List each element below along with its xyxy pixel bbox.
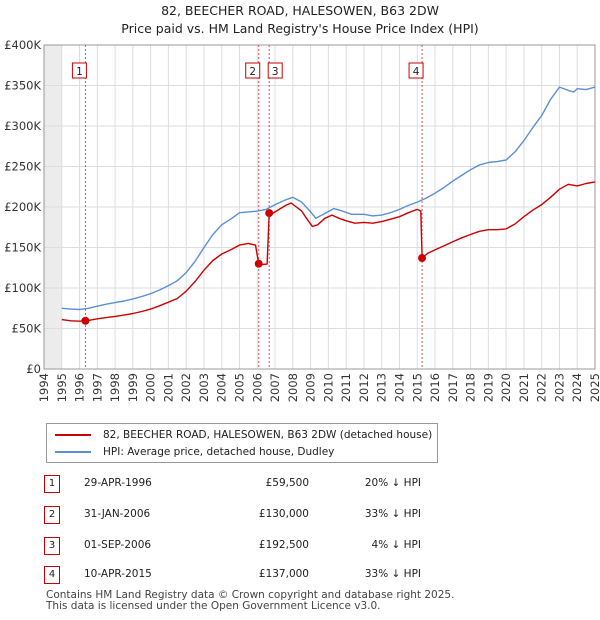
x-tick-label: 2009 [304,373,318,402]
series-line-hpi [61,86,596,311]
x-tick-label: 2007 [268,373,282,402]
transaction-date: 10-APR-2015 [84,568,152,580]
transaction-hpi: 20% ↓ HPI [364,477,421,489]
transaction-label-box [71,62,87,79]
x-tick-label: 2001 [161,373,175,402]
y-tick-label: £200K [4,200,41,214]
transaction-point [254,259,263,268]
transaction-label-box [408,62,424,79]
footer-line-2: This data is licensed under the Open Gov… [46,600,381,612]
transaction-hpi: 33% ↓ HPI [364,508,421,520]
transaction-date: 31-JAN-2006 [84,508,151,520]
transaction-label-text: 4 [413,66,420,78]
transaction-row: 4 10-APR-2015 £137,000 33% ↓ HPI [44,566,421,584]
x-tick-label: 2000 [144,373,158,402]
transaction-row: 3 01-SEP-2006 £192,500 4% ↓ HPI [44,537,421,555]
y-tick-label: £150K [4,241,41,255]
x-tick-label: 1996 [73,373,87,402]
x-tick-label: 2022 [535,373,549,402]
x-tick-label: 2003 [197,373,211,402]
title-line-1: 82, BEECHER ROAD, HALESOWEN, B63 2DW [161,3,439,18]
x-tick-label: 2011 [339,373,353,402]
transaction-label-text: 1 [76,66,83,78]
x-tick-label: 2005 [233,373,247,402]
transaction-point [81,316,90,325]
x-tick-label: 2019 [481,373,495,402]
transaction-hpi: 33% ↓ HPI [364,568,421,580]
x-tick-label: 2016 [428,373,442,402]
transaction-label-box [267,62,283,79]
plot-frame [43,44,596,370]
y-tick-label: £0 [26,362,41,376]
transaction-row: 1 29-APR-1996 £59,500 20% ↓ HPI [44,475,421,493]
x-tick-label: 2012 [357,373,371,402]
legend: 82, BEECHER ROAD, HALESOWEN, B63 2DW (de… [46,423,438,463]
x-tick-label: 1995 [55,373,69,402]
x-tick-label: 2014 [392,373,406,402]
x-tick-label: 1999 [126,373,140,402]
x-tick-label: 2015 [410,373,424,402]
transaction-number: 1 [44,475,60,493]
x-tick-label: 1994 [37,373,51,402]
legend-label-property: 82, BEECHER ROAD, HALESOWEN, B63 2DW (de… [103,429,433,441]
title-line-2: Price paid vs. HM Land Registry's House … [121,21,479,36]
series-line-property [61,181,596,322]
x-tick-label: 2024 [570,373,584,402]
transaction-label-box [245,62,261,79]
legend-item-hpi: HPI: Average price, detached house, Dudl… [55,444,334,460]
transaction-price: £130,000 [258,508,309,520]
y-tick-label: £250K [4,160,41,174]
transaction-label-text: 3 [272,66,279,78]
x-tick-label: 2010 [321,373,335,402]
x-tick-label: 2025 [588,373,600,402]
footer-attribution: Contains HM Land Registry data © Crown c… [46,590,454,612]
x-tick-label: 2006 [250,373,264,402]
x-tick-label: 2023 [552,373,566,402]
x-tick-label: 2020 [499,373,513,402]
x-tick-label: 1997 [90,373,104,402]
transaction-number: 3 [44,537,60,555]
legend-item-property: 82, BEECHER ROAD, HALESOWEN, B63 2DW (de… [55,427,432,443]
legend-swatch-hpi [55,451,91,453]
x-tick-label: 2002 [179,373,193,402]
y-tick-label: £350K [4,79,41,93]
x-tick-label: 2021 [517,373,531,402]
chart-title: 82, BEECHER ROAD, HALESOWEN, B63 2DW Pri… [0,2,600,38]
transaction-price: £137,000 [258,568,309,580]
x-tick-label: 2018 [464,373,478,402]
transaction-date: 29-APR-1996 [84,477,152,489]
transaction-number: 2 [44,506,60,524]
y-tick-label: £50K [12,322,42,336]
transaction-point [418,254,427,263]
transaction-hpi: 4% ↓ HPI [371,539,421,551]
y-tick-label: £300K [4,119,41,133]
transaction-point [265,209,274,218]
price-chart: £0 £50K £100K £150K £200K £250K £300K £350K £400… [4,38,600,402]
x-tick-label: 1998 [108,373,122,402]
y-tick-label: £400K [4,38,41,52]
transaction-price: £59,500 [265,477,309,489]
transaction-label-text: 2 [249,66,256,78]
transaction-date: 01-SEP-2006 [84,539,152,551]
x-tick-label: 2008 [286,373,300,402]
transaction-price: £192,500 [258,539,309,551]
x-tick-label: 2013 [375,373,389,402]
x-tick-label: 2004 [215,373,229,402]
y-tick-label: £100K [4,281,41,295]
footer-line-1: Contains HM Land Registry data © Crown c… [46,589,455,601]
x-tick-label: 2017 [446,373,460,402]
transaction-row: 2 31-JAN-2006 £130,000 33% ↓ HPI [44,506,421,524]
legend-label-hpi: HPI: Average price, detached house, Dudl… [103,446,335,458]
legend-swatch-property [55,434,91,436]
transaction-number: 4 [44,566,60,584]
